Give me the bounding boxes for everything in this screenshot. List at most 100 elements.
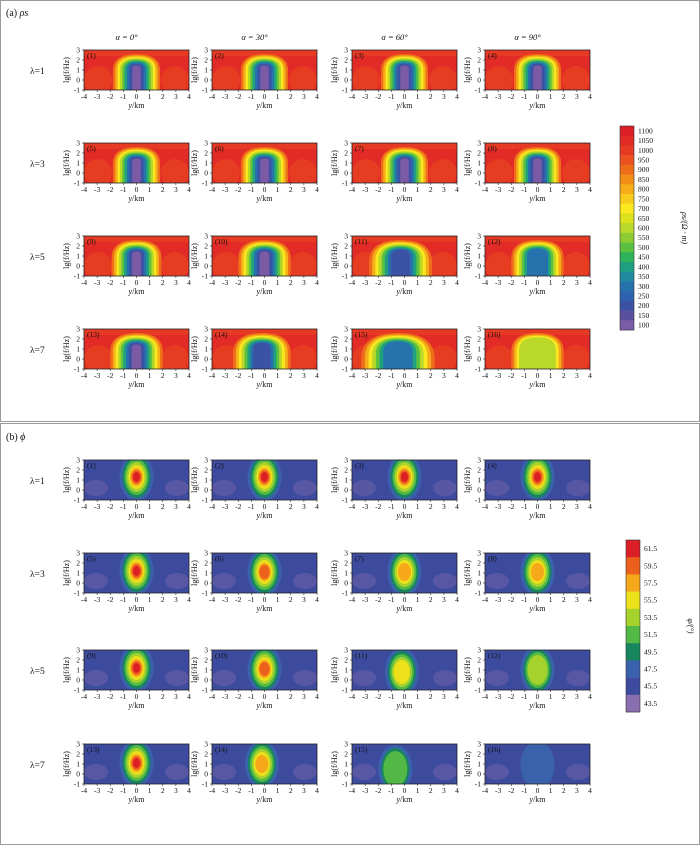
x-tick-label: -1 [248, 371, 254, 380]
x-tick-label: 1 [148, 786, 152, 795]
x-axis-label: y/km [255, 380, 273, 389]
x-axis-label: y/km [528, 701, 546, 710]
side-patch-left [485, 480, 509, 496]
x-tick-label: 3 [575, 786, 579, 795]
y-axis-label: lg(f/Hz) [62, 467, 71, 493]
colorbar-swatch [620, 203, 634, 214]
y-tick-label: -1 [74, 272, 80, 281]
colorbar-swatch [620, 232, 634, 243]
y-tick-label: 2 [76, 56, 80, 65]
x-tick-label: -4 [482, 185, 488, 194]
contour-level [259, 565, 270, 579]
x-tick-label: -4 [209, 371, 215, 380]
x-tick-label: -4 [81, 595, 87, 604]
contour-field [352, 143, 457, 183]
y-tick-label: 0 [477, 770, 481, 779]
x-axis-label: y/km [127, 287, 145, 296]
x-axis-var: y [127, 604, 132, 613]
x-tick-label: 0 [263, 278, 267, 287]
y-tick-label: 1 [477, 569, 481, 578]
side-patch-left [352, 66, 380, 90]
x-tick-label: 4 [187, 278, 191, 287]
y-tick-label: 1 [76, 569, 80, 578]
x-tick-label: -2 [375, 692, 381, 701]
x-tick-label: 1 [549, 786, 553, 795]
contour-field [352, 553, 457, 593]
x-tick-label: -3 [222, 185, 228, 194]
x-tick-label: 0 [403, 595, 407, 604]
y-tick-label: -1 [475, 179, 481, 188]
contour-field [485, 236, 590, 276]
x-axis-unit: /km [400, 701, 413, 710]
y-axis-label: lg(f/Hz) [62, 560, 71, 586]
colorbar-swatch [620, 281, 634, 292]
x-tick-label: 2 [161, 185, 165, 194]
side-patch-right [289, 66, 317, 90]
x-tick-label: -1 [521, 692, 527, 701]
x-tick-label: 1 [276, 786, 280, 795]
x-tick-label: 3 [302, 92, 306, 101]
x-tick-label: -2 [375, 786, 381, 795]
side-patch-right [429, 252, 457, 276]
y-tick-label: 1 [76, 252, 80, 261]
y-tick-label: 3 [344, 646, 348, 655]
x-tick-label: 4 [315, 185, 319, 194]
x-tick-label: 2 [429, 185, 433, 194]
contour-field [84, 50, 189, 90]
y-tick-label: -1 [342, 272, 348, 281]
x-tick-label: 3 [302, 185, 306, 194]
x-axis-var: y [395, 194, 400, 203]
y-tick-label: 0 [477, 355, 481, 364]
y-axis-label: lg(f/Hz) [190, 751, 199, 777]
x-tick-label: -2 [508, 371, 514, 380]
y-tick-label: 3 [477, 456, 481, 465]
colorbar-tick-label: 600 [638, 224, 650, 233]
y-tick-label: -1 [74, 496, 80, 505]
x-tick-label: -2 [375, 502, 381, 511]
y-tick-label: 2 [477, 149, 481, 158]
x-tick-label: -4 [81, 92, 87, 101]
y-tick-label: 0 [76, 76, 80, 85]
colorbar-tick-label: 59.5 [644, 561, 657, 570]
x-tick-label: -4 [81, 185, 87, 194]
colorbar-tick-label: 43.5 [644, 699, 657, 708]
y-tick-label: -1 [342, 589, 348, 598]
x-tick-label: 2 [289, 371, 293, 380]
side-patch-right [429, 66, 457, 90]
x-tick-label: -2 [375, 371, 381, 380]
colorbar-swatch [620, 213, 634, 224]
x-axis-var: y [127, 287, 132, 296]
x-tick-label: -1 [388, 92, 394, 101]
x-axis-unit: /km [260, 604, 273, 613]
x-tick-label: 0 [536, 371, 540, 380]
x-tick-label: -2 [107, 278, 113, 287]
x-tick-label: -3 [495, 371, 501, 380]
y-tick-label: 1 [204, 252, 208, 261]
y-tick-label: -1 [74, 686, 80, 695]
side-patch-left [212, 480, 236, 496]
x-tick-label: 4 [588, 595, 592, 604]
x-tick-label: -3 [495, 92, 501, 101]
x-tick-label: -4 [81, 371, 87, 380]
x-tick-label: 3 [174, 692, 178, 701]
x-tick-label: -4 [482, 92, 488, 101]
y-tick-label: 2 [204, 242, 208, 251]
colorbar-tick-label: 550 [638, 233, 650, 242]
colorbar-swatch [626, 557, 640, 575]
x-axis-label: y/km [255, 287, 273, 296]
contour-field [84, 744, 189, 784]
x-tick-label: 2 [161, 278, 165, 287]
y-tick-label: 1 [204, 476, 208, 485]
y-tick-label: -1 [342, 496, 348, 505]
x-tick-label: 4 [588, 502, 592, 511]
y-tick-label: 1 [477, 760, 481, 769]
y-tick-label: 3 [477, 139, 481, 148]
row-label: λ=5 [30, 667, 45, 677]
x-tick-label: 0 [135, 502, 139, 511]
contour-field [212, 650, 317, 690]
subplot-label: (16) [488, 745, 501, 754]
x-tick-label: 3 [302, 692, 306, 701]
colorbar-swatch [626, 591, 640, 610]
x-tick-label: -3 [94, 692, 100, 701]
